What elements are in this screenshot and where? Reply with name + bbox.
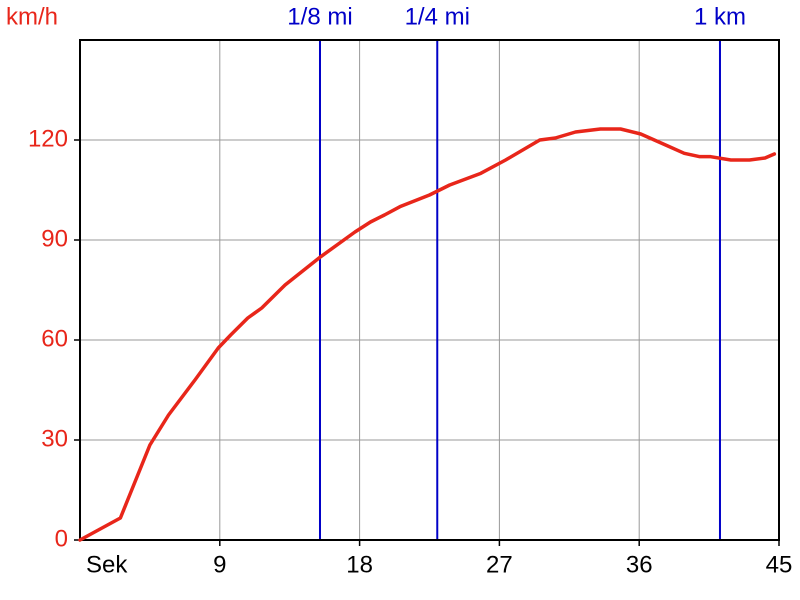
x-tick-label: 36 xyxy=(626,551,653,578)
plot-frame xyxy=(79,39,780,541)
distance-marker-label: 1/4 mi xyxy=(405,3,470,30)
y-tick-label: 90 xyxy=(41,225,68,252)
y-tick-label: 60 xyxy=(41,325,68,352)
y-tick-label: 0 xyxy=(55,525,68,552)
y-tick-label: 120 xyxy=(28,125,68,152)
x-axis-label: Sek xyxy=(86,551,128,578)
x-tick-label: 45 xyxy=(766,551,793,578)
x-tick-label: 18 xyxy=(346,551,373,578)
y-axis-label: km/h xyxy=(6,3,58,30)
x-tick-label: 27 xyxy=(486,551,513,578)
x-tick-label: 9 xyxy=(213,551,226,578)
speed-line xyxy=(78,127,777,542)
distance-marker-label: 1 km xyxy=(694,3,746,30)
distance-marker-label: 1/8 mi xyxy=(287,3,352,30)
y-tick-label: 30 xyxy=(41,425,68,452)
